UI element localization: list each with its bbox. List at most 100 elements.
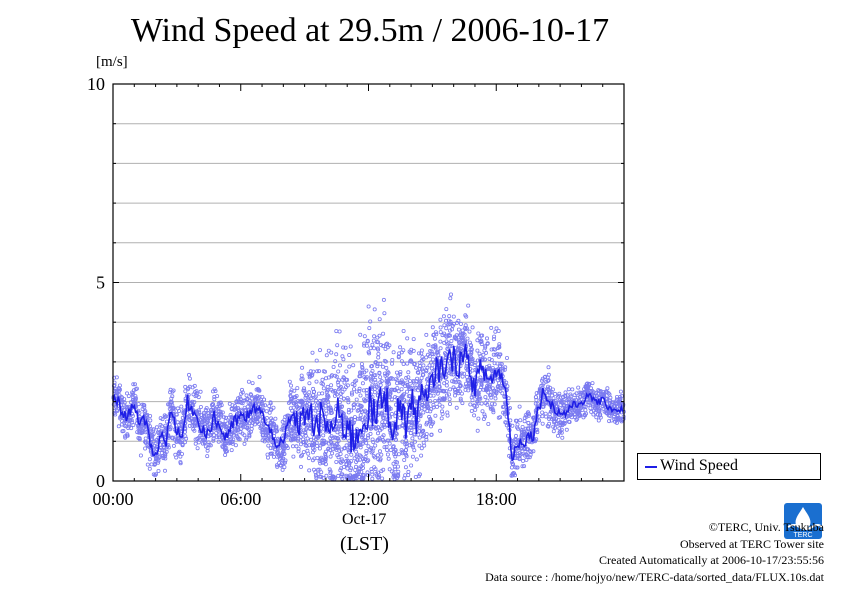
scatter-point [553,391,558,396]
scatter-point [329,387,334,392]
scatter-point [406,469,411,474]
scatter-point [399,350,404,355]
scatter-point [337,329,342,334]
scatter-point [447,314,452,319]
scatter-point [413,385,418,390]
scatter-point [606,413,611,418]
scatter-point [437,402,442,407]
scatter-point [516,426,521,431]
scatter-point [433,413,438,418]
scatter-point [393,467,398,472]
scatter-point [272,422,277,427]
scatter-point [124,404,129,409]
created-text: Created Automatically at 2006-10-17/23:5… [599,553,824,567]
scatter-point [185,387,190,392]
scatter-point [191,403,196,408]
scatter-point [483,345,488,350]
scatter-point [307,381,312,386]
source-text: Data source : /home/hojyo/new/TERC-data/… [485,569,824,584]
date-label: Oct-17 [342,511,387,528]
scatter-point [416,370,421,375]
scatter-point [441,314,446,319]
scatter-point [352,456,357,461]
scatter-point [588,406,593,411]
scatter-point [326,447,331,452]
scatter-point [503,420,508,425]
scatter-point [357,374,362,379]
scatter-point [366,435,371,440]
scatter-point [420,434,425,439]
scatter-point [410,383,415,388]
scatter-point [174,412,179,417]
scatter-point [377,449,382,454]
scatter-point [432,336,437,341]
scatter-point [431,388,436,393]
scatter-point [220,410,225,415]
scatter-point [368,346,373,351]
scatter-point [362,408,367,413]
scatter-point [320,460,325,465]
scatter-point [171,443,176,448]
scatter-point [580,407,585,412]
scatter-point [429,432,434,437]
scatter-point [409,441,414,446]
scatter-point [292,388,297,393]
scatter-point [426,342,431,347]
scatter-point [319,470,324,475]
scatter-point [446,341,451,346]
scatter-point [447,328,452,333]
scatter-point [153,472,158,477]
scatter-point [591,412,596,417]
scatter-point [419,446,424,451]
scatter-point [391,444,396,449]
scatter-point [118,387,123,392]
scatter-point [559,398,564,403]
scatter-point [312,441,317,446]
scatter-point [372,307,377,312]
scatter-point [479,338,484,343]
scatter-point [132,382,137,387]
scatter-point [231,437,236,442]
scatter-point [122,407,127,412]
scatter-point [385,369,390,374]
scatter-point [380,364,385,369]
scatter-point [314,358,319,363]
scatter-point [292,401,297,406]
scatter-point [494,391,499,396]
scatter-point [461,336,466,341]
scatter-point [386,438,391,443]
scatter-point [127,422,132,427]
scatter-point [315,455,320,460]
scatter-point [198,404,203,409]
scatter-point [314,403,319,408]
scatter-point [163,456,168,461]
scatter-point [564,427,569,432]
copyright-text: ©TERC, Univ. Tsukuba [708,520,824,534]
series-line-wind-speed [112,343,624,462]
scatter-point [513,439,518,444]
scatter-point [229,430,234,435]
scatter-point [282,465,287,470]
scatter-point [260,430,265,435]
scatter-point [546,378,551,383]
scatter-point [308,396,313,401]
scatter-point [219,421,224,426]
y-tick-label: 0 [96,471,105,491]
scatter-point [404,454,409,459]
scatter-point [159,439,164,444]
scatter-point [187,384,192,389]
scatter-point [545,386,550,391]
scatter-point [362,341,367,346]
scatter-point [125,391,130,396]
scatter-point [303,395,308,400]
scatter-point [402,457,407,462]
scatter-point [320,439,325,444]
scatter-point [341,464,346,469]
scatter-point [412,448,417,453]
scatter-point [260,438,265,443]
scatter-point [500,404,505,409]
scatter-point [249,396,254,401]
scatter-point [493,329,498,334]
scatter-point [239,387,244,392]
scatter-point [431,402,436,407]
